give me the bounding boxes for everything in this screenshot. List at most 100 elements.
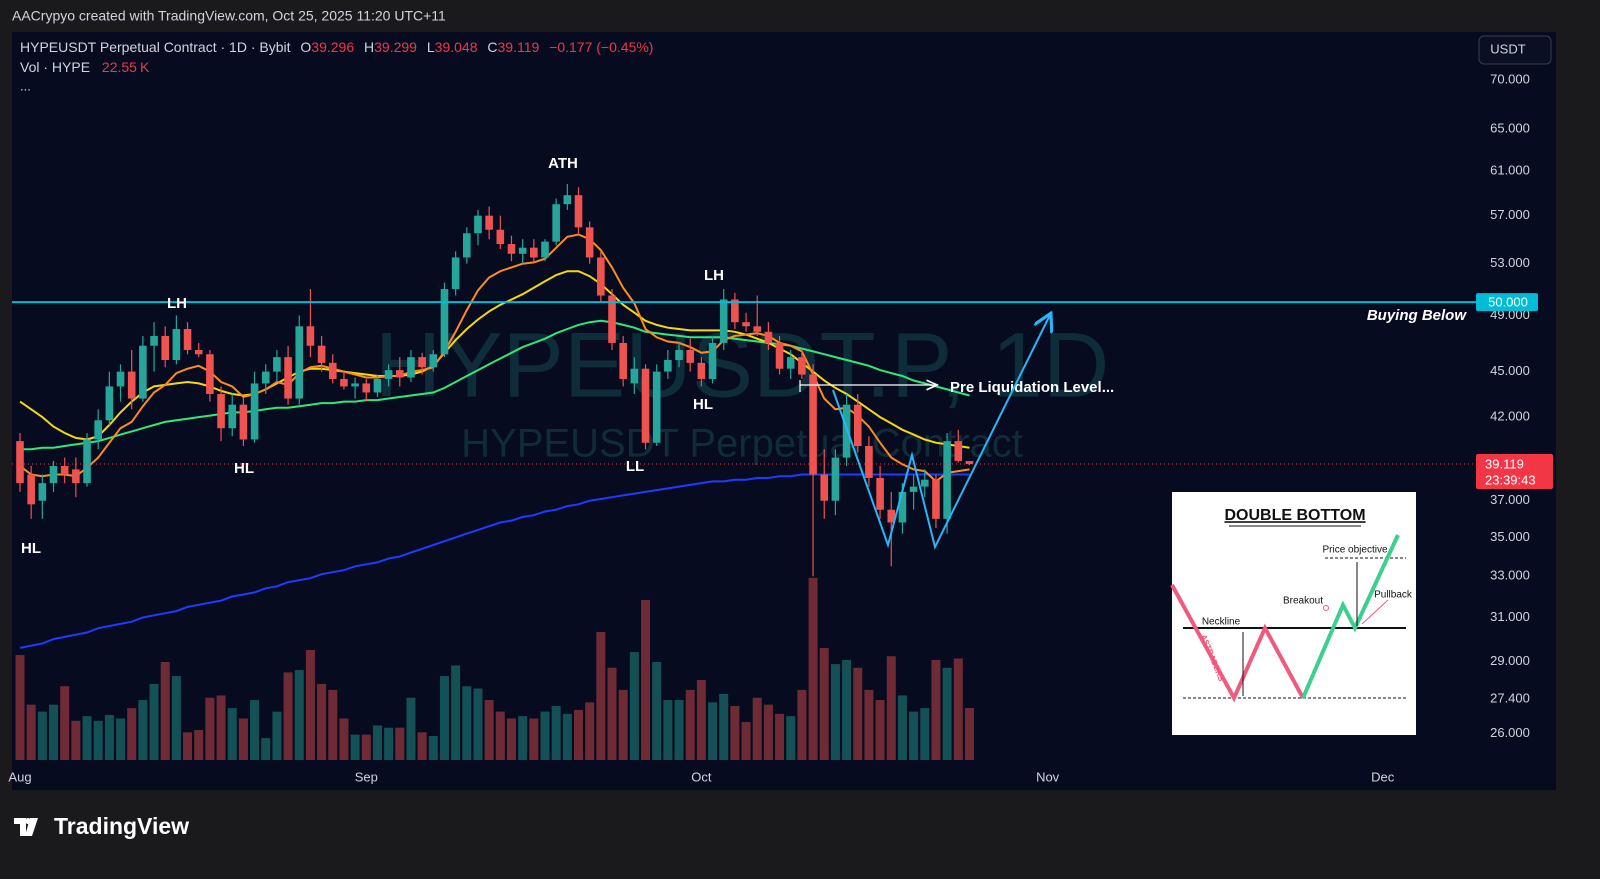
more-indicators[interactable]: ... — [20, 78, 31, 93]
volume-bar — [183, 732, 193, 760]
moving-average — [20, 319, 970, 451]
volume-bar — [607, 667, 617, 760]
volume-bar — [205, 697, 215, 760]
volume-bar — [518, 716, 528, 760]
x-tick-label: Dec — [1371, 769, 1395, 784]
volume-bar — [305, 650, 315, 760]
candle-body — [217, 393, 225, 429]
volume-bar — [652, 661, 662, 760]
candle-body — [652, 371, 661, 443]
volume-bar — [674, 700, 684, 760]
volume-bar — [328, 689, 338, 760]
level-tag-label: 50.000 — [1488, 295, 1528, 310]
candle-body — [295, 326, 304, 399]
volume-bar — [897, 695, 907, 760]
inset-title: DOUBLE BOTTOM — [1224, 507, 1365, 524]
volume-bar — [752, 697, 762, 760]
candle-body — [150, 335, 158, 346]
volume-bar — [853, 667, 863, 760]
y-tick-label: 70.000 — [1490, 72, 1530, 87]
candle-body — [876, 477, 884, 510]
candle-body — [753, 326, 762, 332]
candle-body — [172, 329, 181, 360]
candle-body — [306, 326, 315, 346]
candle-body — [116, 371, 125, 387]
currency-button[interactable] — [1478, 35, 1552, 65]
volume-bar — [708, 702, 718, 760]
candle-body — [496, 229, 505, 245]
plot-area: HYPEUSDT.P, 1D HYPEUSDT Perpetual Contra… — [15, 184, 1109, 760]
volume-bar — [462, 686, 472, 760]
candle-body — [719, 299, 728, 343]
candle-body — [239, 404, 248, 440]
volume-bar — [786, 716, 796, 760]
candle-body — [943, 441, 951, 519]
logo-text[interactable]: TradingView — [54, 813, 189, 839]
candle-body — [206, 354, 214, 394]
candle-body — [641, 368, 650, 443]
volume-bar — [506, 718, 516, 760]
candle-body — [451, 257, 460, 290]
footer: TradingView — [14, 813, 189, 839]
ohlc-value: 39.299 — [374, 39, 417, 55]
volume-bar — [93, 720, 103, 760]
candle-body — [574, 195, 583, 228]
volume-value: 22.55 — [102, 59, 137, 75]
candle-body — [898, 491, 907, 523]
candle-body — [228, 404, 237, 429]
annotation: LH — [704, 267, 724, 284]
volume-bar — [540, 711, 550, 760]
candle-body — [340, 378, 348, 387]
volume-bar — [618, 689, 628, 760]
inset-down-path — [1170, 584, 1305, 703]
legend-header: HYPEUSDT Perpetual Contract · 1D · Bybit… — [20, 39, 653, 94]
y-tick-label: 31.000 — [1490, 609, 1530, 624]
volume-bar — [227, 708, 237, 760]
volume-bar — [417, 732, 427, 760]
volume-bar — [37, 711, 47, 760]
volume-bar — [160, 661, 170, 760]
volume-bar — [272, 711, 282, 760]
inset-up-path — [1301, 534, 1400, 699]
volume-bar — [15, 655, 25, 760]
volume-bar — [283, 672, 293, 760]
candle-body — [373, 378, 382, 393]
candle-body — [127, 371, 136, 399]
ohlc-value: 39.296 — [311, 39, 354, 55]
candle-body — [853, 404, 862, 447]
y-tick-label: 35.000 — [1490, 529, 1530, 544]
volume-bar — [238, 718, 248, 760]
volume-bar — [842, 659, 852, 760]
currency[interactable]: USDT — [1490, 41, 1525, 56]
pullback-pointer — [1361, 599, 1389, 625]
candle-body — [608, 295, 616, 343]
candle-body — [250, 383, 259, 440]
candle-body — [284, 357, 292, 399]
candle-body — [697, 362, 706, 379]
volume-bar — [775, 713, 785, 760]
volume-bar — [250, 700, 260, 760]
y-tick-label: 53.000 — [1490, 255, 1530, 270]
candle-body — [809, 374, 817, 475]
volume-bar — [149, 683, 159, 760]
annotation: HL — [21, 540, 41, 557]
candle-body — [261, 371, 270, 384]
volume-bar — [495, 711, 505, 760]
drawn-projection — [832, 315, 1050, 550]
annotation: LH — [167, 295, 187, 312]
volume-bar — [942, 667, 952, 760]
candle-body — [630, 368, 639, 384]
y-tick-label: 29.000 — [1490, 653, 1530, 668]
candle-body — [708, 342, 717, 379]
inset-label: Neckline — [1202, 617, 1241, 628]
symbol: HYPEUSDT Perpetual Contract · 1D · Bybit — [20, 39, 291, 55]
inset-label: Price objective — [1322, 545, 1387, 556]
volume-bar — [473, 688, 483, 760]
volume-bar — [317, 683, 327, 760]
candle-body — [485, 215, 493, 230]
attribution: AACrypyo created with TradingView.com, O… — [12, 8, 446, 24]
change: −0.177 (−0.45%) — [549, 39, 653, 55]
candle-body — [798, 357, 806, 375]
candle-body — [139, 345, 147, 399]
candle-body — [60, 466, 69, 475]
